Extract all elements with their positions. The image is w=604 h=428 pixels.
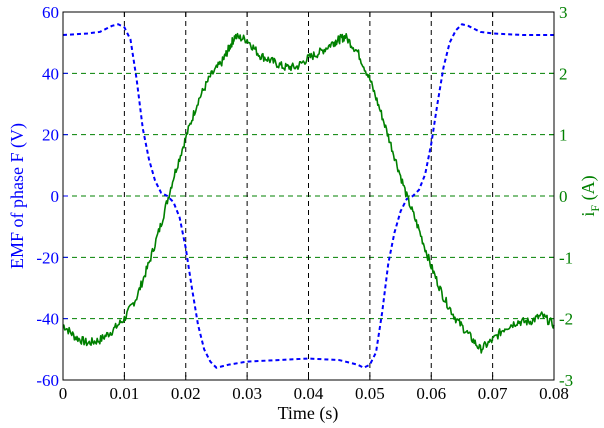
x-axis-title: Time (s): [278, 403, 339, 424]
x-tick-label: 0.02: [171, 384, 201, 403]
tick-labels: 0 0.01 0.02 0.03 0.04 0.05 0.06 0.07 0.08 -60 -40 -…: [36, 3, 573, 403]
y-right-tick-label: 0: [559, 187, 568, 206]
y-left-tick-label: -60: [36, 371, 59, 390]
y-left-tick-label: -20: [36, 248, 59, 267]
x-tick-label: 0.03: [232, 384, 262, 403]
right-axis-title-main: i: [578, 212, 598, 217]
x-tick-label: 0.08: [539, 384, 569, 403]
x-tick-label: 0.07: [478, 384, 508, 403]
right-axis-title: iF (A): [578, 175, 602, 216]
y-left-tick-label: -40: [36, 310, 59, 329]
y-right-tick-label: -2: [559, 310, 573, 329]
x-tick-label: 0.04: [294, 384, 324, 403]
y-right-tick-label: 2: [559, 64, 568, 83]
y-right-tick-label: 1: [559, 126, 568, 145]
x-tick-label: 0.01: [110, 384, 140, 403]
right-axis-title-unit: (A): [578, 175, 599, 205]
current-series-line: [62, 32, 555, 354]
x-tick-label: 0: [59, 384, 68, 403]
right-axis-title-subscript: F: [588, 205, 602, 212]
left-axis-title: EMF of phase F (V): [7, 123, 28, 269]
series-group: [62, 23, 555, 369]
plot-frame: [62, 11, 555, 381]
y-right-tick-label: -1: [559, 248, 573, 267]
emf-series-line: [62, 23, 554, 369]
x-tick-label: 0.06: [416, 384, 446, 403]
y-left-tick-label: 60: [42, 3, 59, 22]
y-left-tick-label: 40: [42, 64, 59, 83]
y-left-tick-label: 0: [51, 187, 60, 206]
x-tick-label: 0.05: [355, 384, 385, 403]
y-right-tick-label: 3: [559, 3, 568, 22]
y-right-tick-label: -3: [559, 371, 573, 390]
y-left-tick-label: 20: [42, 126, 59, 145]
